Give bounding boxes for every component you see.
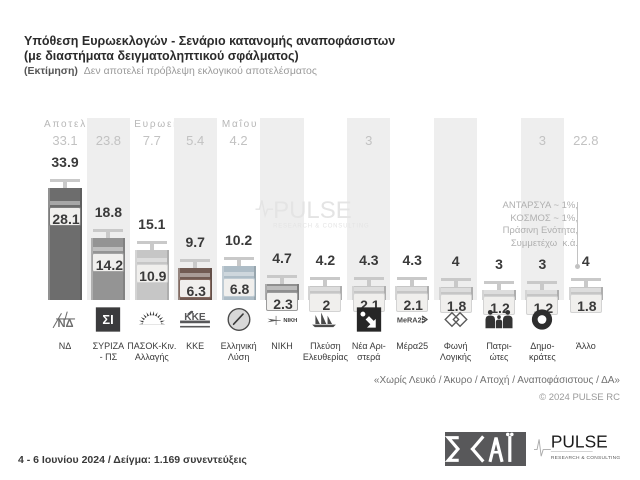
svg-text:KKE: KKE (184, 312, 206, 323)
svg-text:NΔ: NΔ (57, 318, 73, 330)
svg-text:PULSE: PULSE (273, 197, 352, 224)
svg-text:PULSE: PULSE (551, 432, 608, 452)
svg-text:MeRA25: MeRA25 (397, 316, 426, 325)
svg-text:ΣΙ: ΣΙ (103, 312, 114, 327)
svg-text:RESEARCH & CONSULTING: RESEARCH & CONSULTING (273, 224, 369, 230)
svg-text:RESEARCH & CONSULTING: RESEARCH & CONSULTING (551, 455, 621, 461)
svg-text:NIKH: NIKH (283, 318, 297, 324)
